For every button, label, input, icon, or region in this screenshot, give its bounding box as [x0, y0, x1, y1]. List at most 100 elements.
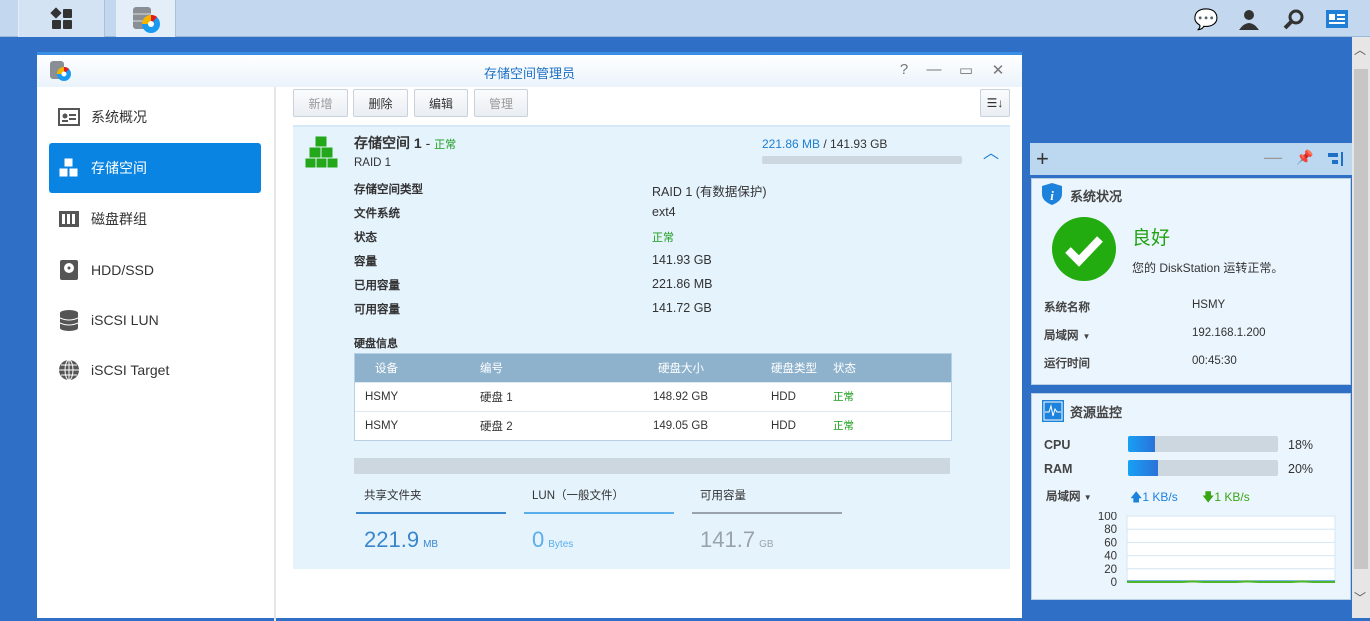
cpu-percent: 18%: [1288, 438, 1314, 452]
sidebar-item-iscsi-target[interactable]: iSCSI Target: [49, 345, 261, 395]
y-tick-label: 40: [1104, 551, 1117, 563]
network-dropdown[interactable]: 局域网 ▼: [1046, 491, 1092, 503]
label-text: 系统名称: [1044, 302, 1090, 314]
usage-value: 141.7 GB: [700, 527, 774, 553]
help-icon[interactable]: ?: [899, 61, 909, 78]
property-value: 正常: [652, 232, 674, 244]
usage-divider: [356, 512, 506, 514]
chart-plot-area: [1126, 515, 1336, 583]
volume-card: 存储空间 1 - 正常 RAID 1 221.86 MB / 141.93 GB…: [293, 125, 1010, 569]
network-label: 局域网: [1046, 491, 1081, 503]
property-value: 221.86 MB: [652, 277, 713, 291]
healthy-check-icon: [1052, 217, 1116, 281]
property-label: 可用容量: [354, 304, 400, 316]
manage-button[interactable]: 管理: [474, 89, 528, 117]
storage-manager-taskbar-button[interactable]: [116, 0, 176, 37]
main-menu-button[interactable]: [18, 0, 105, 37]
y-tick-label: 60: [1104, 537, 1117, 549]
widget-title: 资源监控: [1070, 405, 1123, 420]
status-row-label: 运行时间: [1044, 355, 1090, 371]
usage-number: 221.9: [364, 527, 420, 552]
usage-label: LUN（一般文件）: [532, 490, 625, 502]
create-button[interactable]: 新增: [293, 89, 348, 117]
window-titlebar[interactable]: 存储空间管理员 ? — ▭ ✕: [37, 55, 1022, 87]
table-cell: 硬盘 2: [480, 410, 633, 440]
sidebar-item-disk-group[interactable]: 磁盘群组: [49, 194, 261, 244]
resource-monitor-icon: [1042, 400, 1064, 422]
pin-icon[interactable]: 📌: [1296, 149, 1314, 165]
column-header[interactable]: 硬盘类型: [746, 354, 833, 382]
widgets-icon[interactable]: [1324, 6, 1350, 32]
scroll-up-icon[interactable]: ︿: [1354, 43, 1367, 57]
property-label: 容量: [354, 256, 377, 268]
total-value: / 141.93 GB: [823, 137, 888, 151]
column-header[interactable]: 设备: [355, 354, 480, 382]
property-label: 文件系统: [354, 208, 400, 220]
sidebar-item-overview[interactable]: 系统概况: [49, 92, 261, 142]
volume-allocation-bar: [354, 458, 950, 474]
database-icon: [57, 308, 81, 332]
overview-icon: [57, 105, 81, 129]
minimize-icon[interactable]: —: [926, 61, 942, 78]
usage-unit: MB: [423, 539, 439, 550]
widget-title: 系统状况: [1070, 189, 1123, 204]
user-icon[interactable]: [1236, 6, 1262, 32]
y-tick-label: 20: [1104, 564, 1117, 576]
table-cell: 148.92 GB: [633, 381, 746, 411]
chart-series-line: [1127, 580, 1335, 583]
chat-icon[interactable]: 💬: [1193, 8, 1219, 31]
sidebar-item-label: HDD/SSD: [91, 262, 155, 278]
table-row[interactable]: HSMY 硬盘 2 149.05 GB HDD 正常: [355, 410, 951, 440]
maximize-icon[interactable]: ▭: [958, 62, 974, 79]
sidebar-item-iscsi-lun[interactable]: iSCSI LUN: [49, 295, 261, 345]
upload-rate: 🡅1 KB/s: [1130, 488, 1178, 509]
sidebar: 系统概况 存储空间 磁盘群组 HDD/SSD iSCSI LUN iSCSI T…: [37, 87, 276, 621]
system-status-widget: i 系统状况 良好 您的 DiskStation 运转正常。 系统名称 HSMY 局…: [1031, 178, 1351, 385]
ram-usage-bar: [1128, 460, 1278, 476]
storage-manager-icon: [133, 6, 160, 33]
sidebar-item-volume[interactable]: 存储空间: [49, 143, 261, 193]
collapse-chevron-icon[interactable]: ︿: [983, 145, 1000, 162]
volume-cubes-icon: [305, 135, 339, 169]
raid-type: RAID 1: [354, 157, 392, 169]
resource-monitor-widget: 资源监控 CPU 18% RAM 20% 局域网 ▼ 🡅1 KB/s 🡇1 KB…: [1031, 393, 1351, 600]
widget-panel-header: + — 📌: [1030, 143, 1352, 175]
separator: -: [425, 135, 431, 151]
y-tick-label: 0: [1111, 577, 1117, 589]
delete-button[interactable]: 删除: [353, 89, 408, 117]
table-cell: 硬盘 1: [480, 381, 633, 411]
window-title: 存储空间管理员: [483, 66, 575, 81]
property-label: 状态: [354, 232, 377, 244]
taskbar: 💬: [0, 0, 1370, 37]
scrollbar-thumb[interactable]: [1354, 69, 1368, 569]
sort-button[interactable]: ☰↓: [980, 89, 1010, 117]
status-row-label[interactable]: 局域网 ▼: [1044, 327, 1090, 343]
add-widget-icon[interactable]: +: [1036, 146, 1049, 171]
ram-label: RAM: [1044, 462, 1073, 476]
table-cell: 正常: [833, 410, 951, 440]
scrollbar[interactable]: ︿ ﹀: [1352, 37, 1370, 618]
download-value: 1 KB/s: [1214, 490, 1250, 504]
sidebar-item-label: iSCSI LUN: [91, 312, 159, 328]
volume-usage-bar: [762, 156, 962, 164]
column-header[interactable]: 硬盘大小: [633, 354, 746, 382]
table-cell: 149.05 GB: [633, 410, 746, 440]
close-icon[interactable]: ✕: [991, 62, 1005, 79]
usage-divider: [524, 512, 674, 514]
edit-button[interactable]: 编辑: [414, 89, 468, 117]
collapse-panel-icon[interactable]: [1328, 152, 1344, 166]
volume-title: 存储空间 1 - 正常: [354, 133, 456, 153]
y-tick-label: 100: [1098, 512, 1117, 523]
minimize-icon[interactable]: —: [1264, 147, 1282, 167]
table-row[interactable]: HSMY 硬盘 1 148.92 GB HDD 正常: [355, 381, 951, 411]
search-icon[interactable]: [1281, 6, 1307, 32]
column-header[interactable]: 状态: [833, 354, 951, 382]
scroll-down-icon[interactable]: ﹀: [1354, 591, 1367, 605]
dropdown-caret-icon: ▼: [1082, 332, 1091, 341]
volume-usage-text: 221.86 MB / 141.93 GB: [762, 137, 887, 151]
column-header[interactable]: 编号: [480, 354, 633, 382]
property-label: 已用容量: [354, 280, 400, 292]
sidebar-item-hdd-ssd[interactable]: HDD/SSD: [49, 245, 261, 295]
usage-number: 141.7: [700, 527, 756, 552]
usage-label: 共享文件夹: [364, 490, 422, 502]
